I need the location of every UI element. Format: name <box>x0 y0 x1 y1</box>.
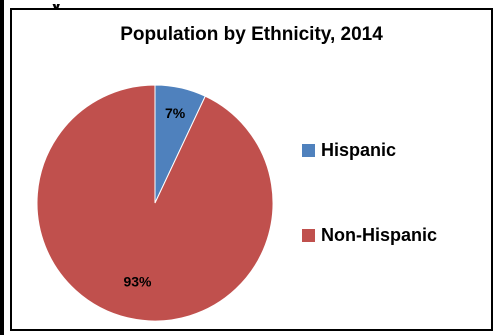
data-label-non-hispanic: 93% <box>123 273 152 289</box>
legend-item-hispanic: Hispanic <box>302 140 396 161</box>
pie-chart: 7% 93% <box>36 84 274 322</box>
legend-item-non-hispanic: Non-Hispanic <box>302 225 437 246</box>
chart-frame: Population by Ethnicity, 2014 7% 93% Hisp… <box>10 8 493 331</box>
legend-swatch-non-hispanic <box>302 229 315 242</box>
heading-fragment-glyph: y <box>50 0 63 9</box>
legend-label-hispanic: Hispanic <box>321 140 397 160</box>
heading-fragment: y <box>0 0 501 9</box>
chart-title: Population by Ethnicity, 2014 <box>120 24 383 45</box>
left-border-line <box>0 0 4 335</box>
legend-label-non-hispanic: Non-Hispanic <box>321 225 438 245</box>
data-label-hispanic: 7% <box>165 105 186 121</box>
pie-slice-non-hispanic <box>36 84 274 322</box>
svg-text:y: y <box>50 4 63 9</box>
legend-swatch-hispanic <box>302 144 315 157</box>
